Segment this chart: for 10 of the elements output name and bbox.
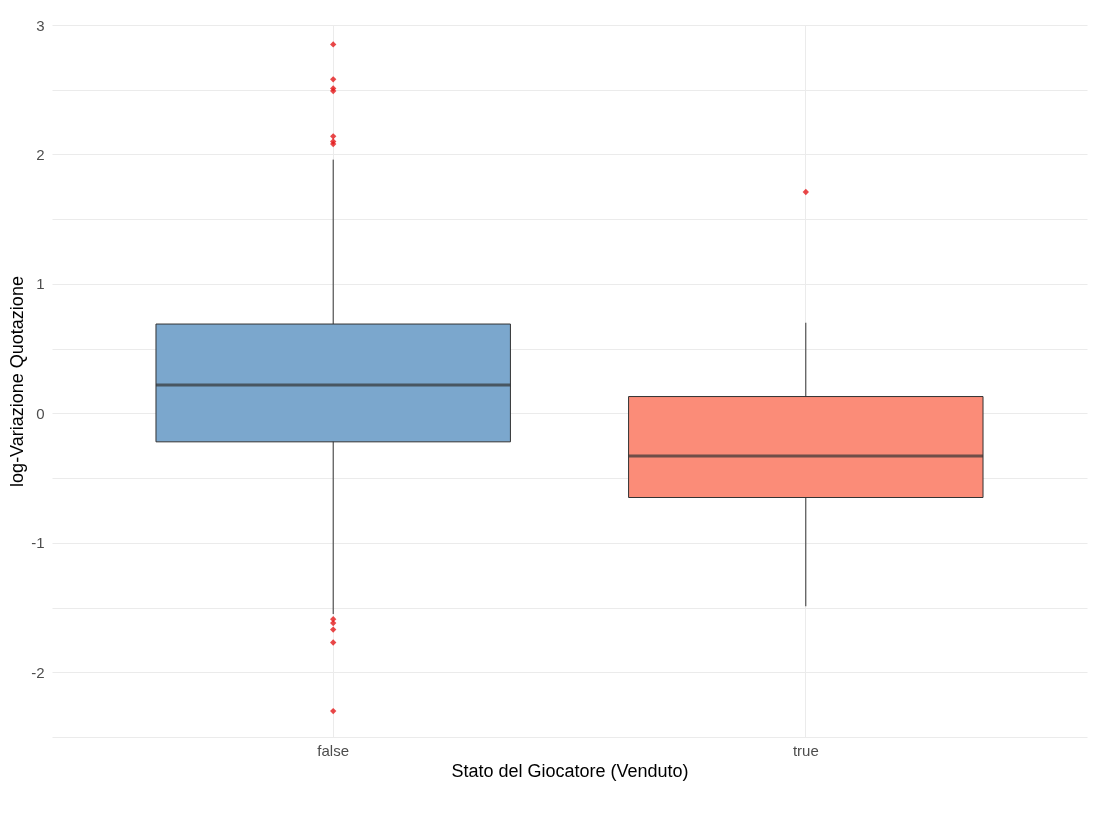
x-tick-label: true [792, 741, 819, 759]
x-tick-label: false [317, 741, 350, 759]
y-tick-label: 0 [36, 404, 45, 422]
y-tick-label: -2 [31, 663, 45, 681]
y-axis-title: log-Variazione Quotazione [7, 276, 28, 487]
y-tick-label: -1 [31, 534, 45, 552]
y-tick-label: 1 [36, 275, 45, 293]
y-tick-label: 3 [36, 16, 45, 34]
x-axis-title: Stato del Giocatore (Venduto) [451, 760, 689, 781]
y-tick-label: 2 [36, 145, 45, 163]
